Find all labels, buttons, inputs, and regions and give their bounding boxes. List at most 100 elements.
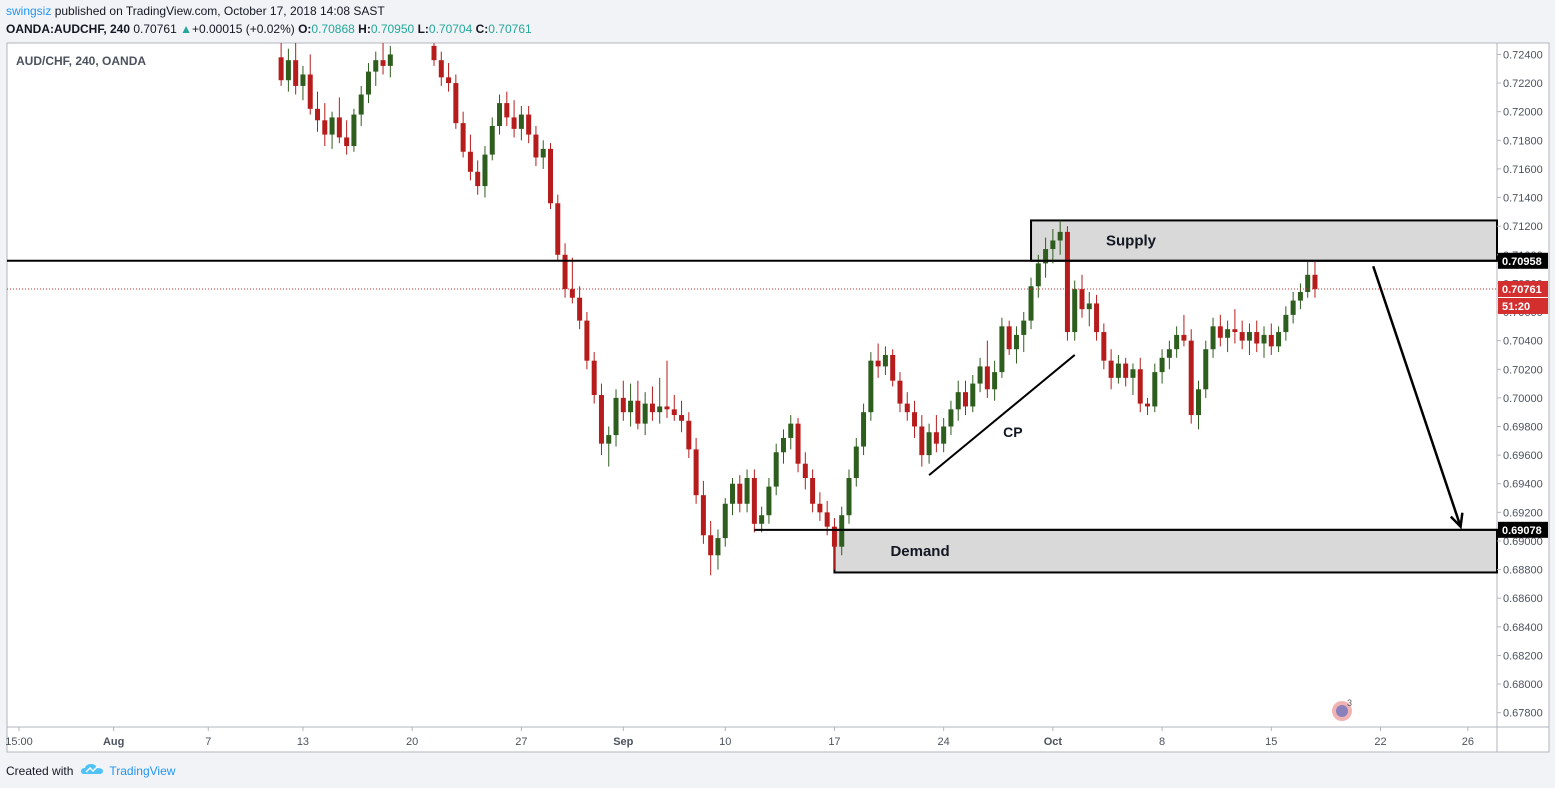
candle[interactable] bbox=[810, 469, 816, 513]
candle[interactable] bbox=[1232, 309, 1238, 344]
candle[interactable] bbox=[904, 392, 910, 421]
candle[interactable] bbox=[1101, 323, 1107, 370]
candle[interactable] bbox=[1072, 280, 1078, 341]
candle[interactable] bbox=[1130, 363, 1136, 396]
candle[interactable] bbox=[1290, 291, 1296, 324]
candle[interactable] bbox=[912, 400, 918, 438]
candle[interactable] bbox=[1057, 220, 1063, 255]
candle[interactable] bbox=[533, 125, 539, 167]
candle[interactable] bbox=[329, 111, 335, 149]
candle[interactable] bbox=[1145, 397, 1151, 416]
candle[interactable] bbox=[897, 372, 903, 413]
candle[interactable] bbox=[1108, 349, 1114, 390]
candle[interactable] bbox=[380, 43, 386, 75]
supply-zone[interactable] bbox=[1030, 219, 1498, 262]
candle[interactable] bbox=[315, 91, 321, 132]
candle[interactable] bbox=[482, 146, 488, 198]
candle[interactable] bbox=[1006, 320, 1012, 355]
candle[interactable] bbox=[300, 65, 306, 101]
candle[interactable] bbox=[846, 469, 852, 524]
candle[interactable] bbox=[933, 415, 939, 453]
candle[interactable] bbox=[773, 443, 779, 496]
candle[interactable] bbox=[307, 54, 313, 115]
candle[interactable] bbox=[977, 357, 983, 393]
candle[interactable] bbox=[948, 400, 954, 436]
candle[interactable] bbox=[1217, 314, 1223, 347]
candle[interactable] bbox=[373, 51, 379, 86]
candle[interactable] bbox=[1152, 363, 1158, 413]
candle[interactable] bbox=[1188, 329, 1194, 424]
candle[interactable] bbox=[613, 389, 619, 447]
candle[interactable] bbox=[497, 94, 503, 135]
candle[interactable] bbox=[882, 346, 888, 375]
candle[interactable] bbox=[941, 417, 947, 453]
candle[interactable] bbox=[278, 43, 284, 86]
candle[interactable] bbox=[737, 475, 743, 513]
candle[interactable] bbox=[591, 352, 597, 404]
candle[interactable] bbox=[817, 492, 823, 521]
candle[interactable] bbox=[1268, 323, 1274, 355]
candle[interactable] bbox=[577, 286, 583, 330]
candle[interactable] bbox=[504, 91, 510, 126]
candle[interactable] bbox=[1028, 277, 1034, 330]
candle[interactable] bbox=[344, 120, 350, 155]
candle[interactable] bbox=[1079, 274, 1085, 318]
candle[interactable] bbox=[970, 374, 976, 413]
candle[interactable] bbox=[861, 403, 867, 456]
candle[interactable] bbox=[511, 100, 517, 138]
tradingview-link[interactable]: TradingView bbox=[109, 763, 176, 778]
candle[interactable] bbox=[1115, 354, 1121, 384]
candle[interactable] bbox=[285, 48, 291, 92]
candle[interactable] bbox=[730, 478, 736, 516]
candle[interactable] bbox=[1246, 323, 1252, 355]
candle[interactable] bbox=[664, 360, 670, 418]
candle[interactable] bbox=[1181, 314, 1187, 347]
candle[interactable] bbox=[1210, 317, 1216, 358]
candle[interactable] bbox=[453, 74, 459, 129]
candle[interactable] bbox=[992, 360, 998, 401]
candle[interactable] bbox=[438, 51, 444, 86]
price-chart[interactable]: Supply Demand CP 0.72400 0.72200 0.72000 0.7… bbox=[0, 0, 1555, 760]
candle[interactable] bbox=[671, 395, 677, 421]
price-axis[interactable] bbox=[1497, 43, 1549, 727]
candle[interactable] bbox=[1123, 357, 1129, 387]
cp-trendline[interactable] bbox=[928, 354, 1076, 476]
candle[interactable] bbox=[467, 134, 473, 181]
candle[interactable] bbox=[715, 529, 721, 570]
candle[interactable] bbox=[744, 469, 750, 513]
candle[interactable] bbox=[1174, 326, 1180, 358]
candle[interactable] bbox=[868, 352, 874, 421]
candle[interactable] bbox=[788, 415, 794, 450]
plot-area[interactable] bbox=[7, 43, 1497, 727]
candle[interactable] bbox=[693, 437, 699, 504]
candle[interactable] bbox=[555, 194, 561, 261]
candle[interactable] bbox=[322, 103, 328, 147]
candle[interactable] bbox=[919, 415, 925, 467]
candle[interactable] bbox=[489, 117, 495, 161]
candle[interactable] bbox=[569, 257, 575, 304]
candle[interactable] bbox=[351, 108, 357, 152]
candle[interactable] bbox=[963, 380, 969, 416]
candle[interactable] bbox=[1166, 340, 1172, 370]
candle[interactable] bbox=[708, 520, 714, 576]
candle[interactable] bbox=[1254, 320, 1260, 353]
candle[interactable] bbox=[1283, 306, 1289, 341]
author-link[interactable]: swingsiz bbox=[6, 4, 52, 18]
candle[interactable] bbox=[890, 349, 896, 387]
candle[interactable] bbox=[751, 469, 757, 533]
candle[interactable] bbox=[620, 380, 626, 421]
candle[interactable] bbox=[628, 383, 634, 427]
candle[interactable] bbox=[1261, 326, 1267, 358]
candle[interactable] bbox=[1276, 326, 1282, 353]
candle[interactable] bbox=[518, 105, 524, 141]
candle[interactable] bbox=[1064, 226, 1070, 341]
candle[interactable] bbox=[926, 423, 932, 464]
candle[interactable] bbox=[1086, 291, 1092, 327]
projection-arrow[interactable] bbox=[1372, 265, 1464, 530]
candle[interactable] bbox=[584, 312, 590, 370]
candle[interactable] bbox=[547, 143, 553, 209]
candle[interactable] bbox=[1159, 349, 1165, 384]
candle[interactable] bbox=[831, 518, 837, 570]
candle[interactable] bbox=[1021, 312, 1027, 353]
candle[interactable] bbox=[1043, 237, 1049, 278]
